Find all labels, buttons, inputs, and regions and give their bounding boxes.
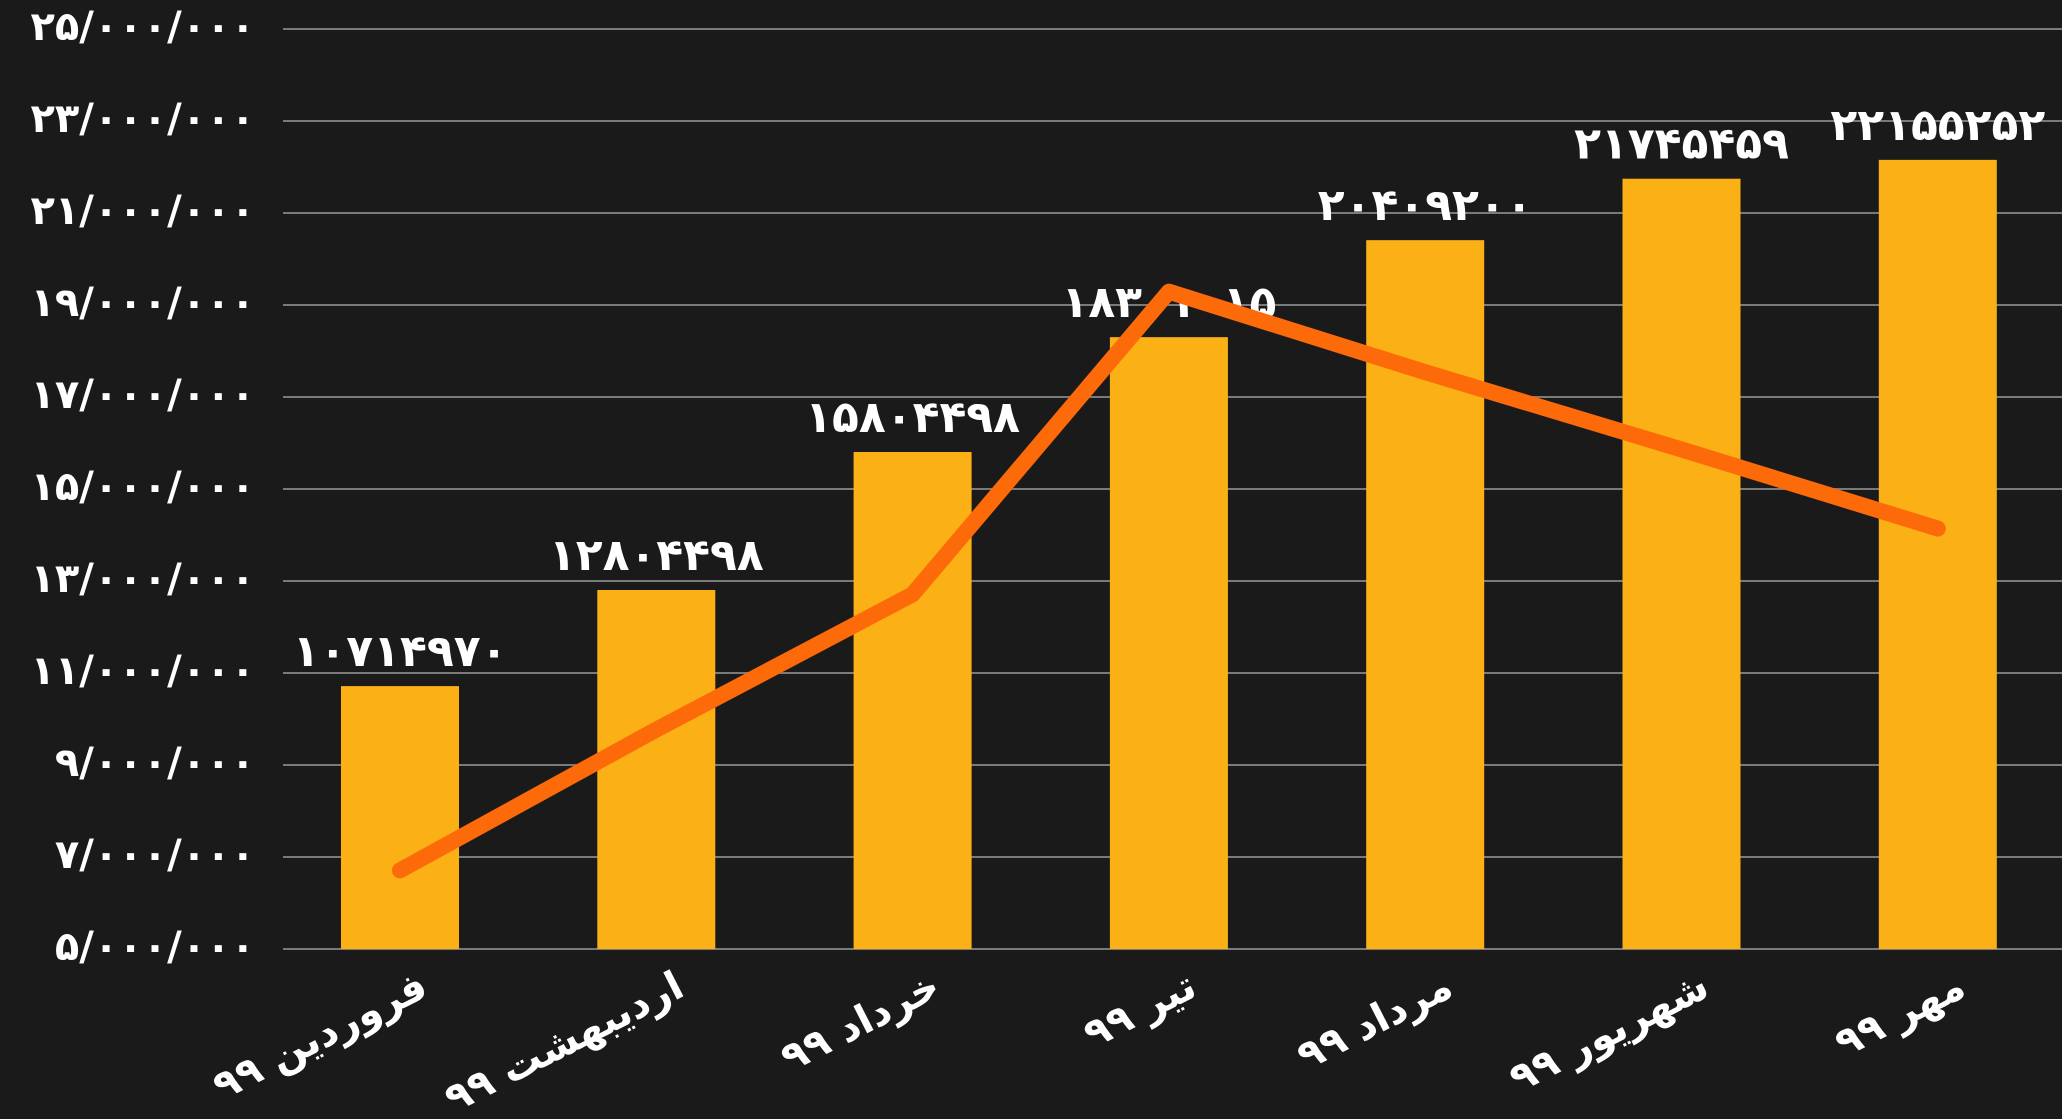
bar xyxy=(341,686,459,949)
bar xyxy=(1878,159,1997,950)
data-label: ۱۲۸۰۴۴۹۸ xyxy=(549,530,764,581)
data-label: ۱۵۸۰۴۴۹۸ xyxy=(805,392,1020,443)
y-tick-label: ۲۱/۰۰۰/۰۰۰ xyxy=(30,188,255,234)
y-tick-label: ۱۷/۰۰۰/۰۰۰ xyxy=(30,372,255,418)
bar xyxy=(597,589,716,949)
y-tick-label: ۲۳/۰۰۰/۰۰۰ xyxy=(30,96,255,142)
data-label: ۲۱۷۴۵۴۵۹ xyxy=(1574,119,1789,170)
bar xyxy=(1622,178,1741,950)
bar xyxy=(1109,337,1228,949)
y-tick-label: ۱۱/۰۰۰/۰۰۰ xyxy=(30,648,255,694)
bar xyxy=(853,451,972,949)
data-label: ۲۰۴۰۹۲۰۰ xyxy=(1318,180,1533,231)
y-tick-label: ۱۹/۰۰۰/۰۰۰ xyxy=(30,280,255,326)
y-tick-label: ۱۳/۰۰۰/۰۰۰ xyxy=(30,556,255,602)
bar xyxy=(1366,240,1485,949)
y-tick-label: ۹/۰۰۰/۰۰۰ xyxy=(55,740,255,786)
data-label: ۲۲۱۵۵۲۵۲ xyxy=(1830,100,2045,151)
line xyxy=(392,283,1946,879)
y-tick-label: ۱۵/۰۰۰/۰۰۰ xyxy=(30,464,255,510)
y-tick-label: ۲۵/۰۰۰/۰۰۰ xyxy=(30,4,255,50)
y-tick-label: ۵/۰۰۰/۰۰۰ xyxy=(55,924,255,970)
data-label: ۱۰۷۱۴۹۷۰ xyxy=(293,626,508,677)
y-tick-label: ۷/۰۰۰/۰۰۰ xyxy=(55,832,255,878)
